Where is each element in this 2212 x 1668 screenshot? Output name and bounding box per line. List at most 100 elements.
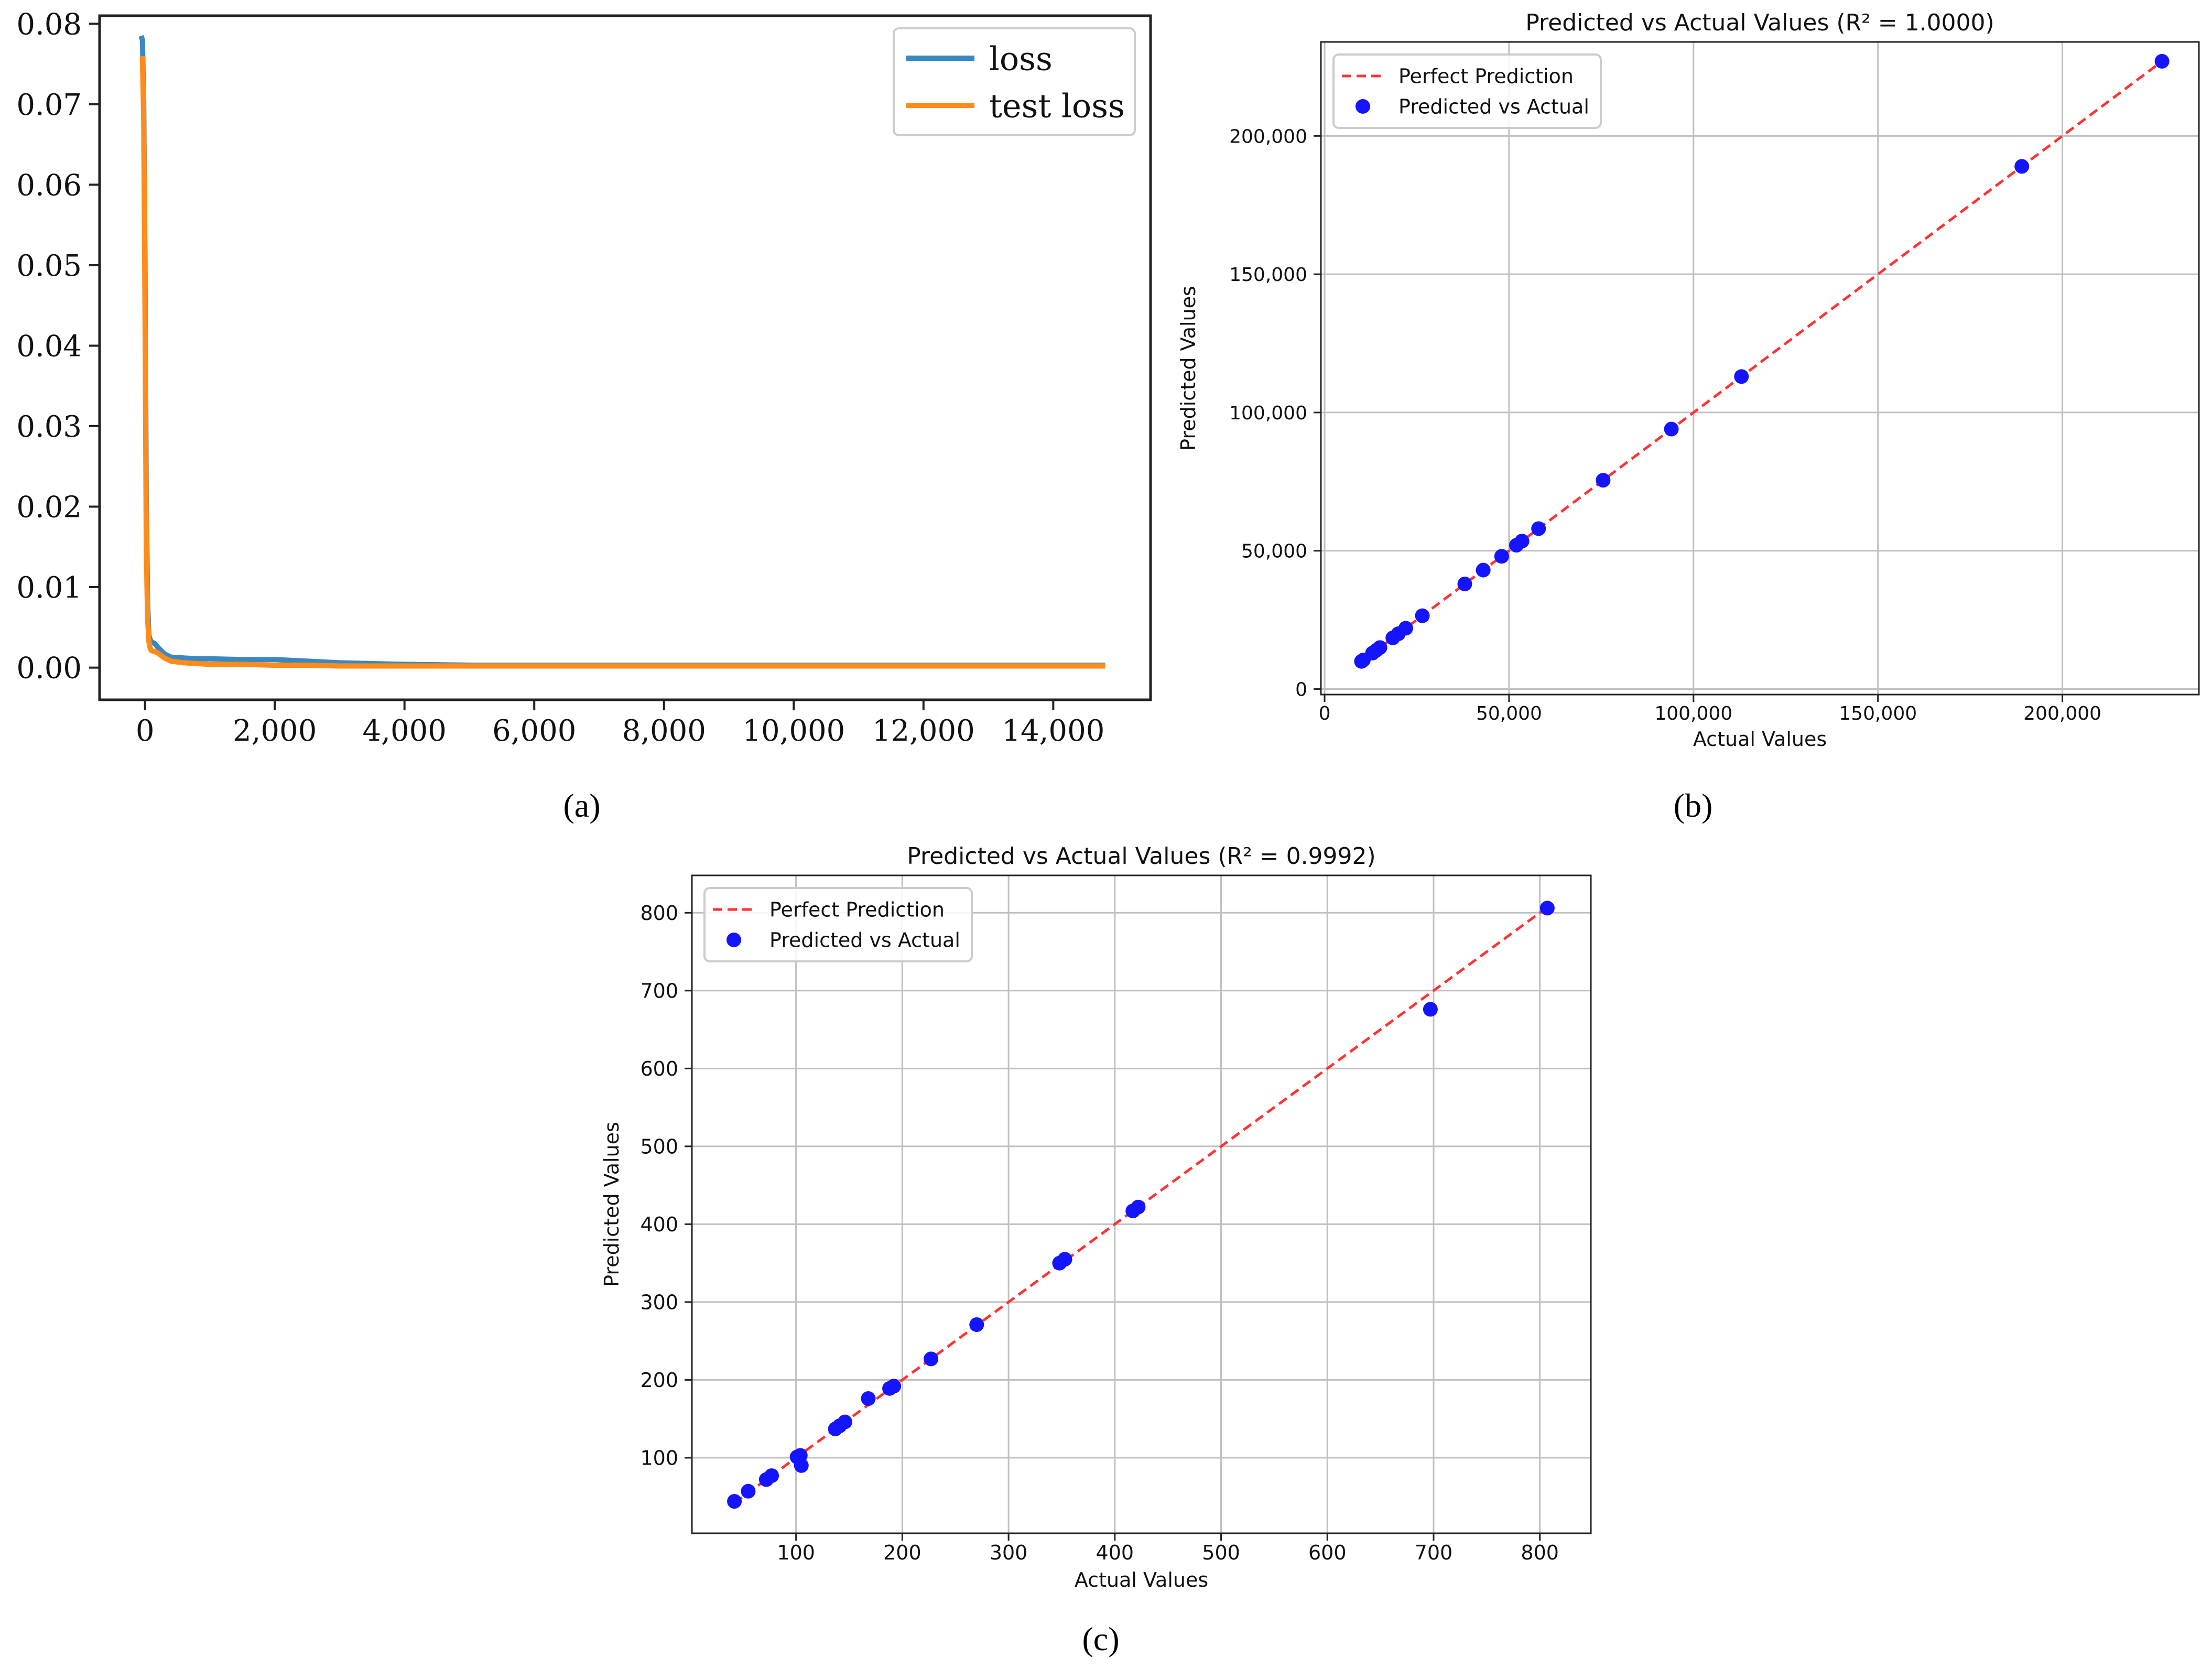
data-point (2014, 159, 2030, 174)
axis-ticks: 100 200 300 400 500 600 700 800 100 200 300 400 500 6… (640, 902, 1558, 1564)
legend-swatch (1356, 99, 1370, 114)
legend-entry: Perfect Prediction (769, 898, 945, 922)
y-tick-label: 0.06 (16, 169, 82, 203)
y-tick-label: 200,000 (1229, 126, 1307, 147)
legend-entry: test loss (989, 86, 1125, 125)
plot-series (1354, 53, 2170, 669)
x-tick-label: 4,000 (363, 714, 447, 748)
x-tick-label: 200,000 (2023, 703, 2101, 724)
scatter-chart-r2-09992: 100 200 300 400 500 600 700 800 100 200 300 400 500 6… (600, 843, 1592, 1591)
grid-lines (692, 875, 1591, 1533)
data-point (764, 1468, 779, 1483)
data-point (741, 1483, 756, 1499)
y-tick-label: 200 (640, 1369, 678, 1392)
y-tick-label: 0.01 (16, 571, 82, 605)
legend-box (703, 887, 973, 962)
data-point (1734, 369, 1749, 384)
y-tick-label: 0.04 (16, 330, 82, 364)
y-tick-label: 0.00 (16, 652, 82, 686)
y-tick-label: 800 (640, 902, 678, 925)
y-tick-label: 0.05 (16, 249, 82, 283)
x-tick-label: 8,000 (622, 714, 706, 748)
scatter-chart-r2-1: 0 50,000 100,000 150,000 200,000 0 50,000 100,0… (1177, 9, 2200, 751)
perfect-prediction-line (1360, 60, 2163, 663)
legend-box (1332, 53, 1602, 129)
data-point (969, 1317, 984, 1332)
x-tick-label: 100 (777, 1541, 815, 1564)
y-tick-label: 300 (640, 1291, 678, 1314)
y-tick-label: 0.08 (16, 8, 82, 42)
data-point (1539, 901, 1555, 916)
x-axis-label: Actual Values (1075, 1568, 1208, 1591)
data-point (1372, 640, 1387, 655)
loss-chart: 0 2,000 4,000 6,000 8,000 10,000 12,000 14,000 0… (16, 8, 1152, 748)
data-point (1457, 576, 1472, 591)
plot-frame (98, 14, 1152, 701)
plot-frame (1320, 41, 2200, 696)
data-point (1494, 549, 1509, 564)
legend-swatch (727, 933, 741, 947)
data-point (1514, 534, 1530, 549)
y-tick-label: 0.02 (16, 491, 82, 525)
x-tick-label: 700 (1415, 1541, 1453, 1564)
legend: loss test loss (893, 27, 1136, 136)
y-tick-label: 0.07 (16, 88, 82, 122)
data-point (2154, 53, 2170, 69)
y-tick-label: 0 (1295, 679, 1307, 700)
x-axis-label: Actual Values (1693, 728, 1827, 751)
x-tick-label: 10,000 (742, 714, 845, 748)
y-axis-label: Predicted Values (1177, 286, 1200, 451)
caption-c: (c) (1082, 1620, 1120, 1658)
y-tick-label: 0.03 (16, 410, 82, 444)
legend-entry: Predicted vs Actual (769, 929, 960, 952)
data-point (861, 1391, 876, 1406)
series-line-test-loss (139, 56, 1105, 669)
data-point (1596, 473, 1611, 488)
x-tick-label: 12,000 (872, 714, 975, 748)
data-point (924, 1351, 939, 1367)
data-point (1423, 1002, 1438, 1017)
y-tick-label: 600 (640, 1057, 678, 1080)
data-point (1415, 608, 1430, 623)
legend-entry: Perfect Prediction (1398, 65, 1574, 88)
legend-entry: Predicted vs Actual (1398, 95, 1589, 118)
y-tick-label: 50,000 (1241, 541, 1307, 562)
axis-ticks: 0 50,000 100,000 150,000 200,000 0 50,000 100,0… (1229, 126, 2101, 724)
x-tick-label: 300 (990, 1541, 1028, 1564)
x-tick-label: 100,000 (1654, 703, 1732, 724)
chart-title: Predicted vs Actual Values (R² = 0.9992) (907, 843, 1375, 870)
caption-b: (b) (1673, 787, 1713, 824)
x-tick-label: 0 (136, 714, 155, 748)
data-point (1398, 621, 1413, 636)
caption-a: (a) (563, 787, 601, 824)
x-tick-label: 200 (883, 1541, 921, 1564)
x-tick-label: 50,000 (1476, 703, 1542, 724)
y-tick-label: 150,000 (1229, 264, 1307, 286)
x-tick-label: 150,000 (1839, 703, 1917, 724)
x-tick-label: 500 (1202, 1541, 1240, 1564)
x-tick-label: 14,000 (1002, 714, 1104, 748)
data-point (794, 1458, 809, 1473)
data-point (1476, 562, 1491, 578)
legend-entry: loss (989, 39, 1053, 78)
legend: Perfect Prediction Predicted vs Actual (703, 887, 973, 962)
x-tick-label: 0 (1319, 703, 1331, 724)
legend-box (893, 27, 1136, 136)
y-tick-label: 700 (640, 979, 678, 1002)
y-tick-label: 100,000 (1229, 403, 1307, 424)
legend: Perfect Prediction Predicted vs Actual (1332, 53, 1602, 129)
axis-ticks: 0 2,000 4,000 6,000 8,000 10,000 12,000 14,000 0… (16, 8, 1104, 748)
plot-series (727, 901, 1555, 1509)
plot-series (138, 35, 1105, 669)
x-tick-label: 600 (1308, 1541, 1347, 1564)
data-point (837, 1414, 852, 1429)
grid-lines (1321, 42, 2199, 695)
x-tick-label: 6,000 (492, 714, 576, 748)
x-tick-label: 400 (1096, 1541, 1134, 1564)
x-tick-label: 2,000 (233, 714, 317, 748)
y-tick-label: 500 (640, 1135, 678, 1158)
data-point (1057, 1252, 1072, 1267)
plot-frame (691, 874, 1592, 1534)
chart-title: Predicted vs Actual Values (R² = 1.0000) (1525, 9, 1994, 36)
data-point (1131, 1199, 1146, 1215)
